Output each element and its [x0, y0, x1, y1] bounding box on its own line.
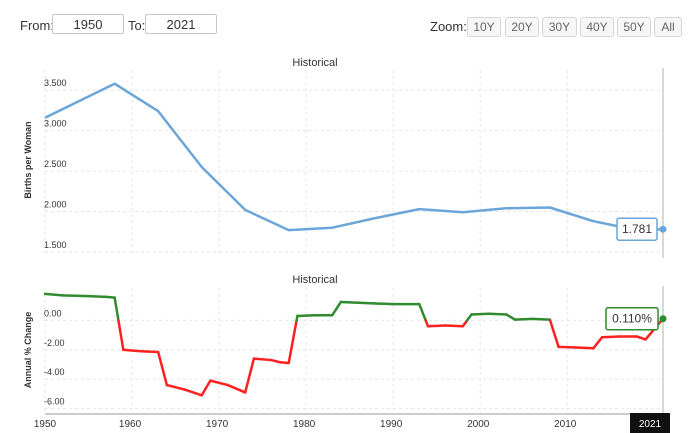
x-tick-label: 1970: [206, 419, 229, 430]
zoom-50y-button[interactable]: 50Y: [617, 17, 651, 37]
change-series-segment: [470, 312, 491, 316]
to-year-input[interactable]: 2021: [145, 14, 217, 34]
change-series-segment: [444, 324, 465, 328]
change-series-segment: [531, 317, 552, 321]
change-series-segment: [287, 319, 298, 365]
change-series-segment: [252, 357, 273, 362]
to-label: To:: [128, 18, 146, 33]
panel-title: Historical: [292, 57, 337, 69]
current-value-label: 1.781: [622, 222, 652, 236]
series-point: [659, 315, 667, 323]
change-series-segment: [278, 361, 290, 365]
range-toolbar: From: 1950 To: 2021 Zoom: 10Y 20Y 30Y 40…: [0, 0, 700, 48]
change-series-segment: [600, 335, 621, 339]
fertility-series-line: [44, 82, 664, 232]
zoom-20y-button[interactable]: 20Y: [505, 17, 539, 37]
change-series-segment: [139, 349, 160, 354]
y-tick-label: -6.00: [44, 397, 65, 407]
change-series-segment: [226, 383, 247, 394]
change-series-segment: [296, 313, 317, 318]
y-tick-label: -4.00: [44, 367, 65, 377]
change-series-segment: [418, 302, 427, 322]
x-tick-label: 2010: [554, 419, 577, 430]
y-axis-title: Births per Woman: [23, 121, 33, 198]
change-series-segment: [357, 301, 378, 305]
current-year-badge: [630, 413, 670, 433]
change-series-segment: [270, 358, 282, 364]
series-point: [659, 225, 667, 233]
zoom-all-button[interactable]: All: [654, 17, 682, 37]
change-series-segment: [43, 292, 64, 297]
change-series-segment: [426, 324, 447, 328]
current-value-label: 0.110%: [612, 312, 652, 326]
current-year-label: 2021: [639, 419, 662, 430]
change-series-segment: [183, 388, 203, 397]
y-tick-label: 2.000: [44, 200, 67, 210]
change-series-segment: [505, 313, 517, 321]
change-series-segment: [117, 319, 125, 352]
change-series-segment: [113, 296, 120, 322]
change-series-segment: [87, 294, 108, 299]
change-series-segment: [513, 317, 534, 321]
zoom-10y-button[interactable]: 10Y: [467, 17, 501, 37]
y-tick-label: 3.000: [44, 119, 67, 129]
change-series-segment: [557, 345, 578, 349]
change-series-segment: [487, 312, 508, 316]
y-tick-label: 0.00: [44, 308, 62, 318]
change-series-segment: [574, 346, 595, 350]
panel-title: Historical: [292, 274, 337, 286]
from-label: From:: [20, 18, 54, 33]
change-series-segment: [548, 319, 560, 349]
y-tick-label: 1.500: [44, 240, 67, 250]
x-tick-label: 2000: [467, 419, 490, 430]
zoom-30y-button[interactable]: 30Y: [542, 17, 577, 37]
y-tick-label: -2.00: [44, 338, 65, 348]
x-tick-label: 1990: [380, 419, 403, 430]
change-series-segment: [243, 357, 256, 394]
change-series-segment: [156, 350, 169, 387]
y-tick-label: 2.500: [44, 159, 67, 169]
change-series-segment: [635, 335, 647, 341]
x-tick-label: 1950: [34, 419, 57, 430]
change-series-segment: [330, 300, 343, 317]
from-year-input[interactable]: 1950: [52, 14, 124, 34]
x-tick-label: 1980: [293, 419, 316, 430]
zoom-40y-button[interactable]: 40Y: [580, 17, 614, 37]
change-series-segment: [200, 379, 212, 397]
zoom-label: Zoom:: [430, 19, 467, 34]
x-tick-label: 1960: [119, 419, 142, 430]
change-series-segment: [104, 295, 116, 299]
change-series-segment: [61, 294, 90, 298]
change-series-segment: [209, 379, 230, 387]
change-series-segment: [592, 336, 604, 350]
change-series-segment: [374, 302, 395, 306]
current-value-box: [605, 306, 659, 331]
change-series-segment: [122, 348, 142, 353]
y-axis-title: Annual % Change: [23, 312, 33, 389]
current-value-box: [616, 217, 658, 241]
change-series-segment: [339, 300, 360, 304]
change-series-segment: [165, 383, 186, 391]
y-tick-label: 3.500: [44, 78, 67, 88]
